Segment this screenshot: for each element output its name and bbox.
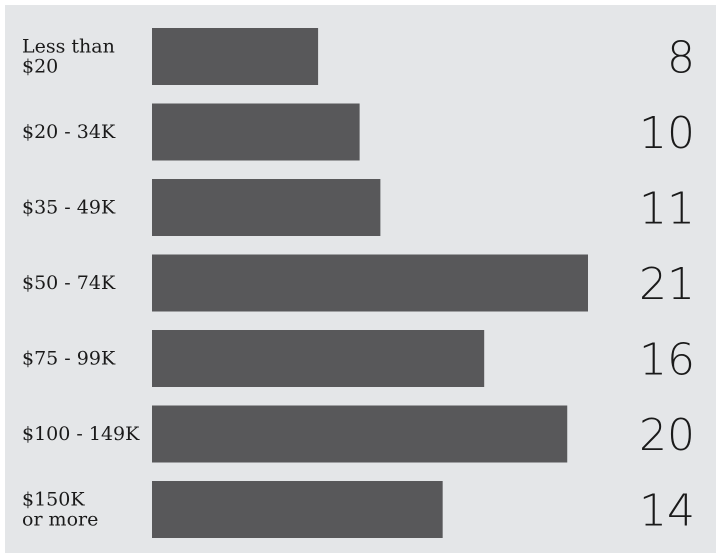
category-label-5: $75 - 99K [22, 348, 116, 370]
category-label-6: $100 - 149K [22, 423, 140, 445]
bar-6 [152, 405, 568, 463]
value-label-3: 11 [639, 184, 695, 235]
chart-panel: Less than $20 8 $20 - 34K 10 $35 - 49K 11 $50 -… [5, 5, 716, 553]
bar-4 [152, 254, 588, 312]
bar-7 [152, 481, 443, 538]
value-label-1: 8 [667, 33, 695, 84]
value-label-5: 16 [639, 335, 695, 386]
bar-2 [152, 103, 360, 161]
category-label-7: $150K or more [22, 489, 98, 531]
value-label-7: 14 [639, 486, 695, 537]
bar-3 [152, 179, 381, 236]
category-label-3: $35 - 49K [22, 197, 116, 219]
category-label-4: $50 - 74K [22, 272, 116, 294]
bar-1 [152, 28, 319, 85]
bar-chart: Less than $20 8 $20 - 34K 10 $35 - 49K 11 $50 -… [22, 28, 695, 538]
value-label-2: 10 [639, 108, 695, 159]
category-label-2: $20 - 34K [22, 121, 116, 143]
category-label-1: Less than $20 [22, 36, 115, 78]
bar-5 [152, 330, 485, 387]
value-label-4: 21 [639, 259, 695, 310]
value-label-6: 20 [639, 410, 695, 461]
